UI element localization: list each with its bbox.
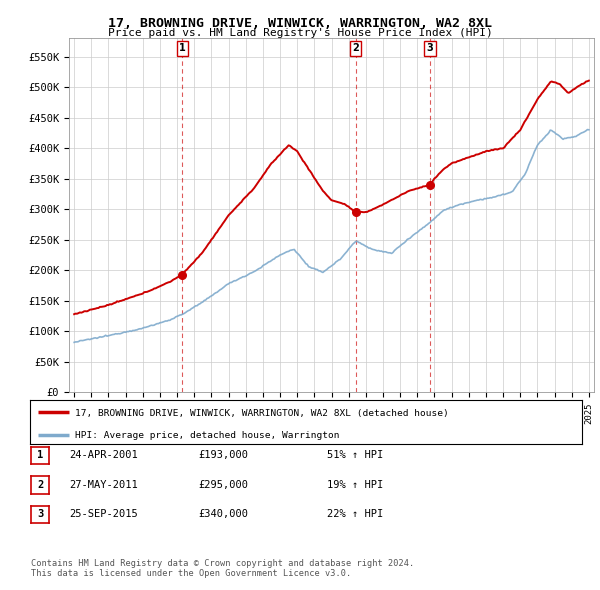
Text: 17, BROWNING DRIVE, WINWICK, WARRINGTON, WA2 8XL: 17, BROWNING DRIVE, WINWICK, WARRINGTON,… — [108, 17, 492, 30]
Text: Price paid vs. HM Land Registry's House Price Index (HPI): Price paid vs. HM Land Registry's House … — [107, 28, 493, 38]
Text: Contains HM Land Registry data © Crown copyright and database right 2024.
This d: Contains HM Land Registry data © Crown c… — [31, 559, 415, 578]
Text: 1: 1 — [179, 43, 186, 53]
Text: 17, BROWNING DRIVE, WINWICK, WARRINGTON, WA2 8XL (detached house): 17, BROWNING DRIVE, WINWICK, WARRINGTON,… — [75, 409, 449, 418]
Text: 3: 3 — [427, 43, 433, 53]
Text: 22% ↑ HPI: 22% ↑ HPI — [327, 510, 383, 519]
Text: 25-SEP-2015: 25-SEP-2015 — [69, 510, 138, 519]
Text: £193,000: £193,000 — [198, 451, 248, 460]
Text: 19% ↑ HPI: 19% ↑ HPI — [327, 480, 383, 490]
Text: 3: 3 — [37, 510, 43, 519]
Text: 27-MAY-2011: 27-MAY-2011 — [69, 480, 138, 490]
Text: 51% ↑ HPI: 51% ↑ HPI — [327, 451, 383, 460]
Text: 1: 1 — [37, 451, 43, 460]
Text: HPI: Average price, detached house, Warrington: HPI: Average price, detached house, Warr… — [75, 431, 340, 440]
Text: £340,000: £340,000 — [198, 510, 248, 519]
Text: 24-APR-2001: 24-APR-2001 — [69, 451, 138, 460]
Text: £295,000: £295,000 — [198, 480, 248, 490]
Text: 2: 2 — [37, 480, 43, 490]
Text: 2: 2 — [352, 43, 359, 53]
